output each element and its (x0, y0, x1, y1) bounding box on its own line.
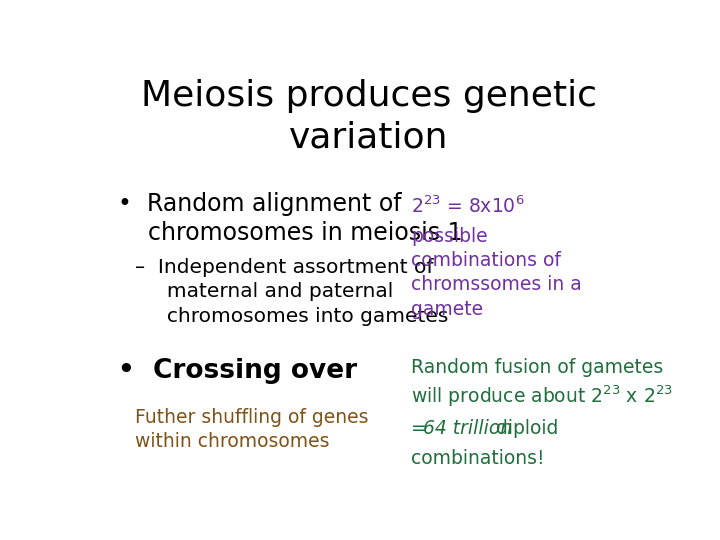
Text: Meiosis produces genetic
variation: Meiosis produces genetic variation (141, 79, 597, 154)
Text: $2^{23}$ = 8x10$^{6}$: $2^{23}$ = 8x10$^{6}$ (411, 196, 524, 217)
Text: –  Independent assortment of
     maternal and paternal
     chromosomes into ga: – Independent assortment of maternal and… (135, 258, 448, 326)
Text: diploid: diploid (490, 420, 559, 438)
Text: possible
combinations of
chromssomes in a
gamete: possible combinations of chromssomes in … (411, 227, 582, 319)
Text: =: = (411, 420, 426, 438)
Text: •  Random alignment of
    chromosomes in meiosis 1: • Random alignment of chromosomes in mei… (118, 192, 462, 245)
Text: 64 trillion: 64 trillion (423, 420, 513, 438)
Text: Futher shuffling of genes
within chromosomes: Futher shuffling of genes within chromos… (135, 408, 368, 451)
Text: Random fusion of gametes
will produce about $2^{23}$ x $2^{23}$: Random fusion of gametes will produce ab… (411, 358, 672, 409)
Text: •  Crossing over: • Crossing over (118, 358, 357, 384)
Text: combinations!: combinations! (411, 449, 544, 468)
